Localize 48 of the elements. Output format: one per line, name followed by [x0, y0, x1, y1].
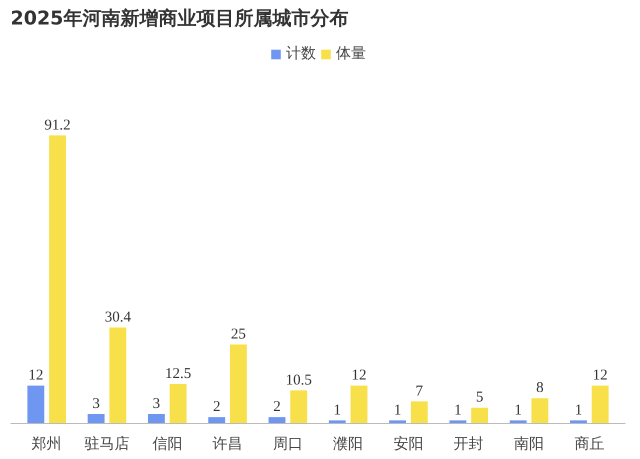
bar	[88, 414, 105, 424]
data-label: 1	[394, 402, 402, 418]
bar	[268, 417, 286, 424]
data-label: 1	[574, 402, 582, 418]
bar	[471, 408, 488, 424]
x-tick-label: 开封	[454, 434, 484, 452]
bar	[592, 386, 609, 424]
x-tick-label: 商丘	[574, 434, 604, 452]
data-label: 5	[476, 390, 484, 406]
chart-title: 2025年河南新增商业项目所属城市分布	[10, 8, 348, 30]
x-tick-label: 郑州	[32, 434, 62, 452]
bar	[148, 414, 165, 424]
data-label: 2	[273, 399, 281, 416]
data-label: 3	[152, 396, 160, 412]
data-label: 30.4	[104, 309, 132, 326]
x-tick-label: 许昌	[212, 434, 243, 452]
legend-label: 计数	[286, 44, 316, 63]
data-label: 8	[536, 380, 544, 396]
data-label: 91.2	[44, 117, 71, 134]
x-tick-label: 安阳	[393, 434, 424, 452]
data-label: 12	[592, 368, 608, 384]
data-label: 25	[230, 326, 246, 343]
data-label: 7	[416, 383, 424, 400]
legend-label: 体量	[336, 44, 366, 63]
bar	[230, 344, 247, 424]
bar	[208, 417, 226, 424]
bar	[290, 390, 308, 424]
data-label: 1	[454, 402, 462, 418]
x-tick-label: 周口	[272, 434, 303, 452]
bar	[531, 398, 548, 424]
bar	[49, 135, 66, 424]
data-label: 12	[28, 368, 44, 384]
data-label: 12.5	[164, 366, 192, 382]
bar	[170, 384, 187, 424]
x-tick-label: 南阳	[514, 434, 544, 452]
data-label: 3	[92, 396, 100, 412]
x-tick-label: 驻马店	[84, 434, 130, 452]
x-tick-label: 濮阳	[333, 434, 364, 452]
bar	[410, 401, 428, 424]
bar	[27, 386, 44, 424]
bar	[109, 327, 126, 424]
data-label: 2	[212, 399, 220, 416]
data-label: 1	[334, 402, 342, 418]
bar	[350, 386, 368, 424]
data-label: 1	[514, 402, 522, 418]
data-label: 12	[352, 368, 366, 384]
data-label: 10.5	[286, 372, 312, 388]
x-tick-label: 信阳	[152, 434, 182, 452]
